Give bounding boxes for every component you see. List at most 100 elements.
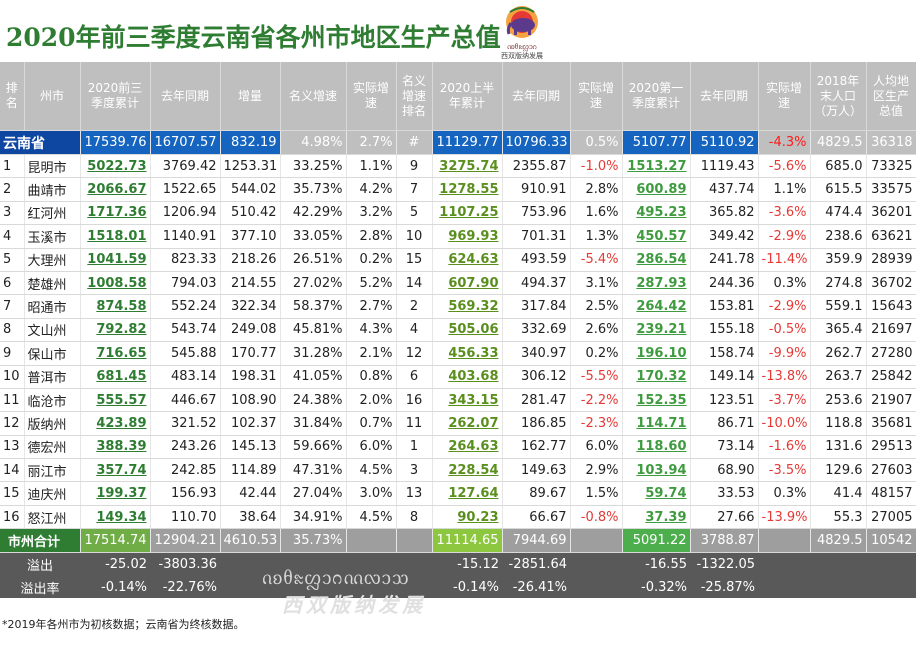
cell: 31.84% [280, 411, 347, 436]
cell: 2066.67 [80, 177, 151, 202]
cell: 17539.76 [80, 130, 151, 155]
city-name: 德宏州 [24, 435, 81, 460]
cell: 0.3% [758, 481, 811, 506]
col-q1-cumulative: 2020第一季度累计 [622, 62, 691, 131]
cell: 156.93 [150, 481, 221, 506]
cell: -0.5% [758, 318, 811, 343]
city-name: 昭通市 [24, 294, 81, 319]
cell: 0.7% [346, 411, 397, 436]
cell: 1.1% [346, 154, 397, 179]
cell: 47.31% [280, 458, 347, 483]
cell: 218.26 [220, 248, 281, 272]
cell: 214.55 [220, 271, 281, 296]
cell: 1140.91 [150, 224, 221, 249]
cell: 114.89 [220, 458, 281, 483]
cell: 127.64 [432, 481, 503, 506]
table-row: 5 大理州 1041.59 823.33 218.26 26.51% 0.2% 15 624.6… [0, 248, 916, 272]
col-population: 2018年末人口（万人） [810, 62, 867, 131]
cell: 55.3 [810, 505, 867, 530]
cell: 4829.5 [810, 130, 867, 155]
cell: 129.6 [810, 458, 867, 483]
cell: 2.1% [346, 341, 397, 366]
cell: -5.6% [758, 154, 811, 179]
cell: 38.64 [220, 505, 281, 530]
rank-cell: 15 [0, 481, 25, 506]
cell: 969.93 [432, 224, 503, 249]
cell: 249.08 [220, 318, 281, 343]
col-h1-real-growth: 实际增速 [570, 62, 623, 131]
cell: 1041.59 [80, 248, 151, 272]
cell: 359.9 [810, 248, 867, 272]
header: 2020年前三季度云南省各州市地区生产总值 ᦵᦈᦲᦰᦜᦱᦅ 西双版纳发展 [0, 0, 916, 62]
col-q3-cumulative: 2020前三季度累计 [80, 62, 151, 131]
cell: 423.89 [80, 411, 151, 436]
cell: 11129.77 [432, 130, 503, 155]
cell: 4610.53 [220, 528, 281, 554]
cell: -26.41% [502, 575, 570, 599]
cell: 495.23 [622, 201, 691, 226]
overflow-rate-label: 溢出率 [0, 575, 80, 599]
city-name: 玉溪市 [24, 224, 81, 249]
rank-cell: 12 [0, 411, 25, 436]
cell: -13.8% [758, 365, 811, 389]
cell: 0.2% [346, 248, 397, 272]
rank-cell: 3 [0, 201, 25, 226]
table-row: 4 玉溪市 1518.01 1140.91 377.10 33.05% 2.8% 10 969.… [0, 224, 916, 249]
cell: 16 [396, 388, 433, 413]
cell: 1008.58 [80, 271, 151, 296]
cell: 155.18 [690, 318, 759, 343]
cell [396, 528, 433, 554]
overflow-row: 溢出 -25.02 -3803.36 -15.12 -2851.64 -16.5… [0, 552, 916, 576]
col-real-growth: 实际增速 [346, 62, 397, 131]
rank-cell: 16 [0, 505, 25, 530]
cell: 103.94 [622, 458, 691, 483]
cell: -25.87% [690, 575, 758, 599]
cell: 263.7 [810, 365, 867, 389]
cell: 1107.25 [432, 201, 503, 226]
cell: 63621 [866, 224, 916, 249]
cell: -3803.36 [150, 552, 220, 576]
cell: 446.67 [150, 388, 221, 413]
cell: 3275.74 [432, 154, 503, 179]
cell: 242.85 [150, 458, 221, 483]
cell: 1206.94 [150, 201, 221, 226]
cell: 33575 [866, 177, 916, 202]
cell: 35681 [866, 411, 916, 436]
cell: 186.85 [502, 411, 571, 436]
cell: 12 [396, 341, 433, 366]
cell: 2.8% [570, 177, 623, 202]
cell: -0.32% [622, 575, 690, 599]
cell: # [396, 130, 433, 155]
cell: 199.37 [80, 481, 151, 506]
col-city: 州市 [24, 62, 81, 131]
cell: 6.0% [570, 435, 623, 460]
elephant-logo-icon [506, 6, 538, 38]
cell: 27.66 [690, 505, 759, 530]
cell: 1.6% [570, 201, 623, 226]
cell: 1119.43 [690, 154, 759, 179]
cell: -5.5% [570, 365, 623, 389]
table-row: 16 怒江州 149.34 110.70 38.64 34.91% 4.5% 8 90.23 66… [0, 505, 916, 530]
cell: 600.89 [622, 177, 691, 202]
cell [570, 528, 623, 554]
logo-caption: 西双版纳发展 [501, 52, 543, 60]
col-rank: 排名 [0, 62, 25, 131]
col-q1-real-growth: 实际增速 [758, 62, 811, 131]
cell: 27005 [866, 505, 916, 530]
cell: 89.67 [502, 481, 571, 506]
cell: 910.91 [502, 177, 571, 202]
cell: 0.5% [570, 130, 623, 155]
cell: 377.10 [220, 224, 281, 249]
cell: 3.0% [346, 481, 397, 506]
rank-cell: 9 [0, 341, 25, 366]
cell: -1.0% [570, 154, 623, 179]
cell: 35.73% [280, 528, 347, 554]
cell: -22.76% [150, 575, 220, 599]
overflow-rate-row: 溢出率 -0.14% -22.76% -0.14% -26.41% -0.32%… [0, 575, 916, 599]
cell: 388.39 [80, 435, 151, 460]
table-row: 15 迪庆州 199.37 156.93 42.44 27.04% 3.0% 13 127.64… [0, 481, 916, 506]
cell: 357.74 [80, 458, 151, 483]
col-per-capita: 人均地区生产总值 [866, 62, 916, 131]
cell: 131.6 [810, 435, 867, 460]
cell: 552.24 [150, 294, 221, 319]
